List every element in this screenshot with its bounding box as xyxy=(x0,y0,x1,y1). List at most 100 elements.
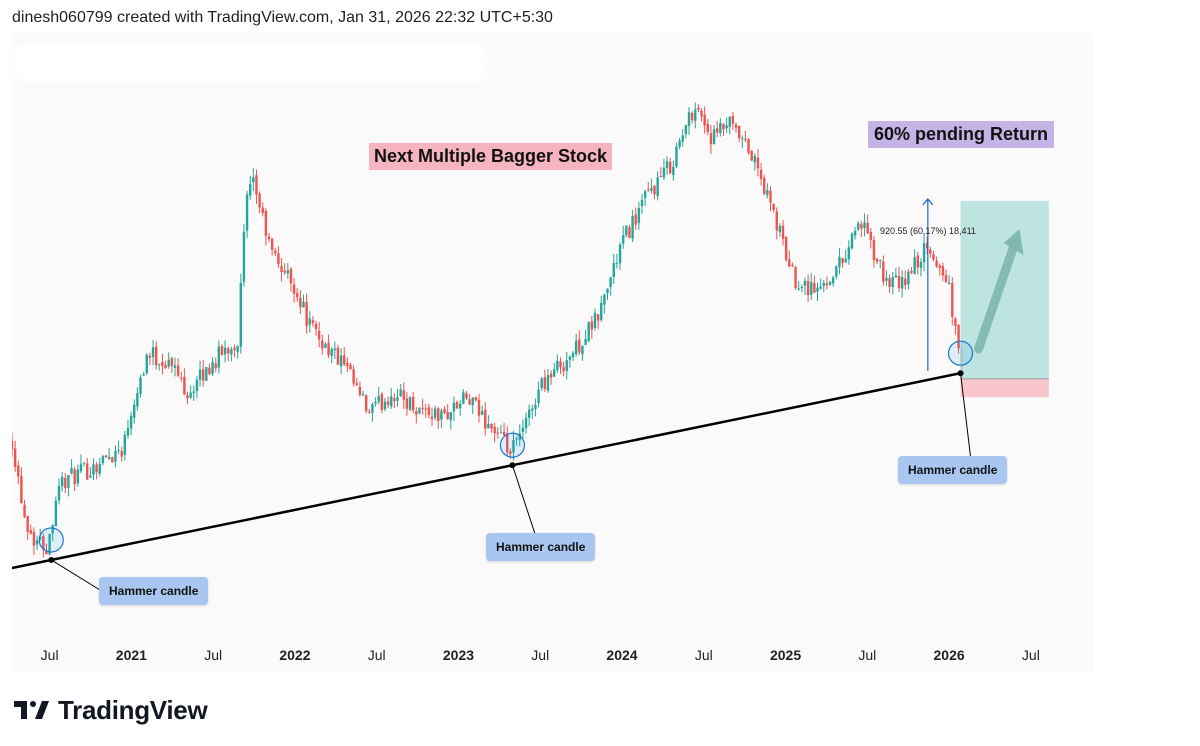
candle xyxy=(201,369,205,381)
candle xyxy=(261,207,264,213)
candle xyxy=(346,363,349,367)
x-tick-label: Jul xyxy=(204,647,223,663)
candle xyxy=(493,426,496,434)
candle xyxy=(772,203,775,211)
candle xyxy=(524,417,528,429)
candle xyxy=(835,266,838,277)
candle xyxy=(606,288,609,294)
candle xyxy=(819,286,822,289)
hammer-circle xyxy=(499,432,526,458)
x-tick-label: 2025 xyxy=(769,647,802,663)
candle xyxy=(211,361,214,374)
candle xyxy=(665,161,669,169)
return-label: 60% pending Return xyxy=(868,121,1055,148)
candle xyxy=(98,463,101,474)
candle xyxy=(728,117,731,127)
candle xyxy=(709,133,713,145)
candle xyxy=(245,194,249,231)
candle xyxy=(280,265,283,273)
candle xyxy=(364,395,368,412)
candle xyxy=(133,404,136,418)
candle xyxy=(317,330,321,340)
candle xyxy=(427,407,431,416)
candle xyxy=(386,401,390,405)
candle xyxy=(258,193,261,208)
candle xyxy=(932,254,935,260)
candle xyxy=(383,401,387,410)
candle xyxy=(828,281,832,285)
candle xyxy=(863,222,866,228)
x-tick-label: Jul xyxy=(531,647,550,663)
candle xyxy=(13,448,17,468)
candle xyxy=(553,369,556,377)
candle xyxy=(308,318,311,325)
candle xyxy=(565,360,568,372)
candle xyxy=(484,409,487,429)
candle xyxy=(311,320,315,324)
candle xyxy=(48,533,51,555)
candle xyxy=(60,476,64,487)
candle xyxy=(101,456,105,464)
candle xyxy=(672,166,675,176)
candle xyxy=(17,465,20,477)
candle xyxy=(270,238,274,250)
candle xyxy=(292,284,296,294)
candle xyxy=(703,114,706,126)
candle xyxy=(640,199,644,207)
x-tick-label: 2026 xyxy=(933,647,965,663)
candle xyxy=(781,225,785,239)
candle xyxy=(26,516,29,532)
candle xyxy=(875,258,879,262)
candle xyxy=(227,348,230,354)
candle xyxy=(42,536,45,550)
candle xyxy=(831,277,835,284)
candle xyxy=(474,397,478,401)
candle xyxy=(139,377,142,394)
tradingview-logo-icon xyxy=(14,701,49,719)
candle xyxy=(164,365,167,369)
candle xyxy=(440,410,443,420)
candle xyxy=(618,244,622,264)
candle xyxy=(314,323,318,330)
candle xyxy=(578,339,581,353)
candle xyxy=(336,347,340,365)
candle xyxy=(452,402,456,412)
candle xyxy=(371,404,374,413)
price-chart[interactable] xyxy=(12,33,1111,672)
candle xyxy=(581,346,584,355)
candle xyxy=(299,297,302,307)
candle xyxy=(913,257,916,275)
candle xyxy=(753,155,757,163)
candle xyxy=(941,266,945,276)
candle xyxy=(628,227,631,238)
candle xyxy=(907,271,910,285)
tradingview-brand: TradingView xyxy=(58,694,208,725)
candle xyxy=(89,475,92,478)
x-tick-label: 2021 xyxy=(115,647,147,663)
candle xyxy=(531,408,534,411)
candle xyxy=(95,464,98,473)
chart-panel[interactable]: Next Multiple Bagger Stock 60% pending R… xyxy=(12,33,1111,672)
candle xyxy=(697,107,700,110)
candle xyxy=(220,346,224,355)
candle xyxy=(763,177,766,194)
title-label: Next Multiple Bagger Stock xyxy=(369,143,613,170)
candle xyxy=(872,240,876,261)
candle xyxy=(208,367,211,375)
candle xyxy=(415,411,418,415)
x-tick-label: Jul xyxy=(694,647,713,663)
candle xyxy=(459,403,462,409)
candle xyxy=(825,283,829,286)
candle xyxy=(480,411,484,415)
candle xyxy=(67,475,70,488)
candle xyxy=(377,395,380,402)
candle xyxy=(374,401,377,404)
candle xyxy=(35,540,39,545)
candle xyxy=(951,283,954,318)
candle xyxy=(509,451,512,454)
candle xyxy=(123,434,127,455)
candle xyxy=(192,391,195,394)
candle xyxy=(57,485,61,501)
candle xyxy=(380,393,384,411)
candle xyxy=(888,278,891,287)
